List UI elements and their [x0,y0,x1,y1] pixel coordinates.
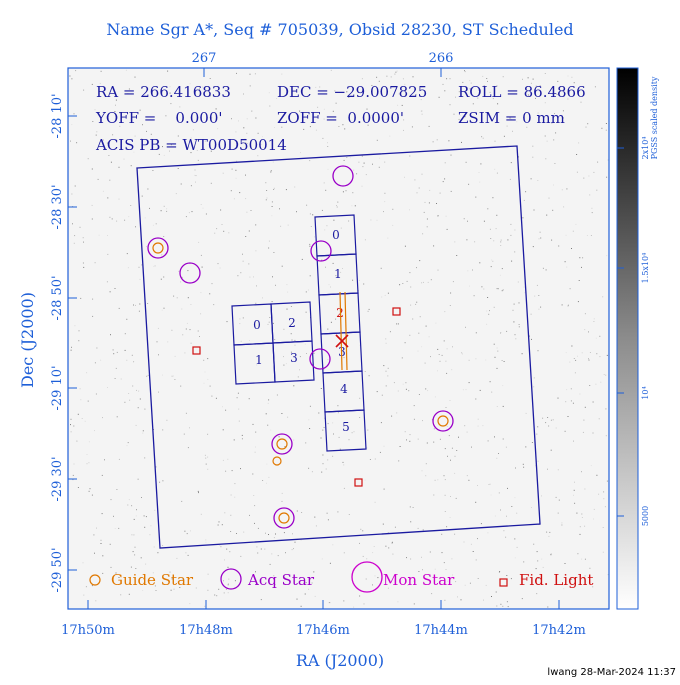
mon-star-icon [351,561,383,593]
info-yoff: YOFF = 0.000' [95,109,223,127]
aimpoint-track [339,291,343,371]
guide-stars [152,242,449,524]
acq-star-marker [310,240,332,262]
guide-star-icon [89,574,101,586]
fid-light-marker [192,346,201,355]
target-marker [335,334,349,348]
colorbar-tick-label: 1.5x10⁴ [641,253,650,284]
info-ra: RA = 266.416833 [96,83,231,101]
bottom-tick-label: 17h42m [532,623,586,638]
guide-star-marker [276,438,288,450]
acq-star-icon [220,568,242,590]
pointing-info: RA = 266.416833 DEC = −29.007825 ROLL = … [95,83,586,154]
colorbar-tick-label: 2x10⁴ [641,137,650,160]
acq-star-marker [309,348,331,370]
chip-label: 3 [290,351,298,365]
acq-stars [147,165,454,529]
plot-title: Name Sgr A*, Seq # 705039, Obsid 28230, … [106,20,573,39]
acq-star-marker [332,165,354,187]
star-field-noise [69,69,609,608]
chip-label: 4 [340,382,348,396]
y-axis-label: Dec (J2000) [18,292,37,388]
bottom-tick-label: 17h48m [179,623,233,638]
left-tick-label: -29 10' [50,365,65,410]
info-dec: DEC = −29.007825 [277,83,427,101]
legend-acq-label: Acq Star [247,571,315,589]
plot-border [67,67,610,610]
acq-star-marker [147,237,169,259]
acq-star-marker [273,507,295,529]
bottom-tick-label: 17h46m [296,623,350,638]
chip-label: 1 [255,353,263,367]
legend-mon-label: Mon Star [383,571,455,589]
legend-guide-label: Guide Star [111,571,194,589]
acq-star-marker [179,262,201,284]
legend-fid-label: Fid. Light [519,571,593,589]
acq-star-marker [271,433,293,455]
aimpoint-track [344,291,348,371]
left-tick-label: -28 50' [50,275,65,320]
guide-star-marker [152,242,164,254]
chip-label: 5 [342,420,350,434]
bottom-tick-label: 17h50m [61,623,115,638]
acis-i-array [231,301,315,385]
left-tick-label: -28 10' [50,93,65,138]
chip-label: 0 [332,228,340,242]
chip-label: 0 [253,318,261,332]
fid-light-icon [499,578,508,587]
colorbar-ticks [617,147,624,517]
fid-light-marker [354,478,363,487]
field-of-view [136,145,541,549]
left-tick-label: -29 30' [50,456,65,501]
axis-ticks [68,68,560,609]
guide-star-marker [272,456,282,466]
left-tick-label: -28 30' [50,184,65,229]
info-zsim: ZSIM = 0 mm [458,109,565,127]
info-roll: ROLL = 86.4866 [458,83,586,101]
acis-chip [324,409,367,452]
acis-chip [272,340,315,383]
top-tick-label: 267 [192,51,217,66]
colorbar-tick-label: 5000 [641,506,650,526]
colorbar [616,67,639,610]
footer-stamp: lwang 28-Mar-2024 11:37 [547,667,676,678]
guide-star-marker [278,512,290,524]
fid-lights [192,307,401,487]
acq-star-marker [432,410,454,432]
left-tick-label: -29 50' [50,547,65,592]
colorbar-label: PGSS scaled density [650,76,659,159]
chip-label: 2 [288,316,296,330]
x-axis-label: RA (J2000) [296,651,384,670]
info-zoff: ZOFF = 0.0000' [277,109,404,127]
top-tick-label: 266 [429,51,454,66]
colorbar-tick-label: 10⁴ [641,386,650,399]
guide-star-marker [437,415,449,427]
legend: Guide Star Acq Star Mon Star Fid. Light [89,561,593,593]
fid-light-marker [392,307,401,316]
bottom-tick-label: 17h44m [414,623,468,638]
chip-label: 1 [334,267,342,281]
info-acis: ACIS PB = WT00D50014 [95,136,287,154]
